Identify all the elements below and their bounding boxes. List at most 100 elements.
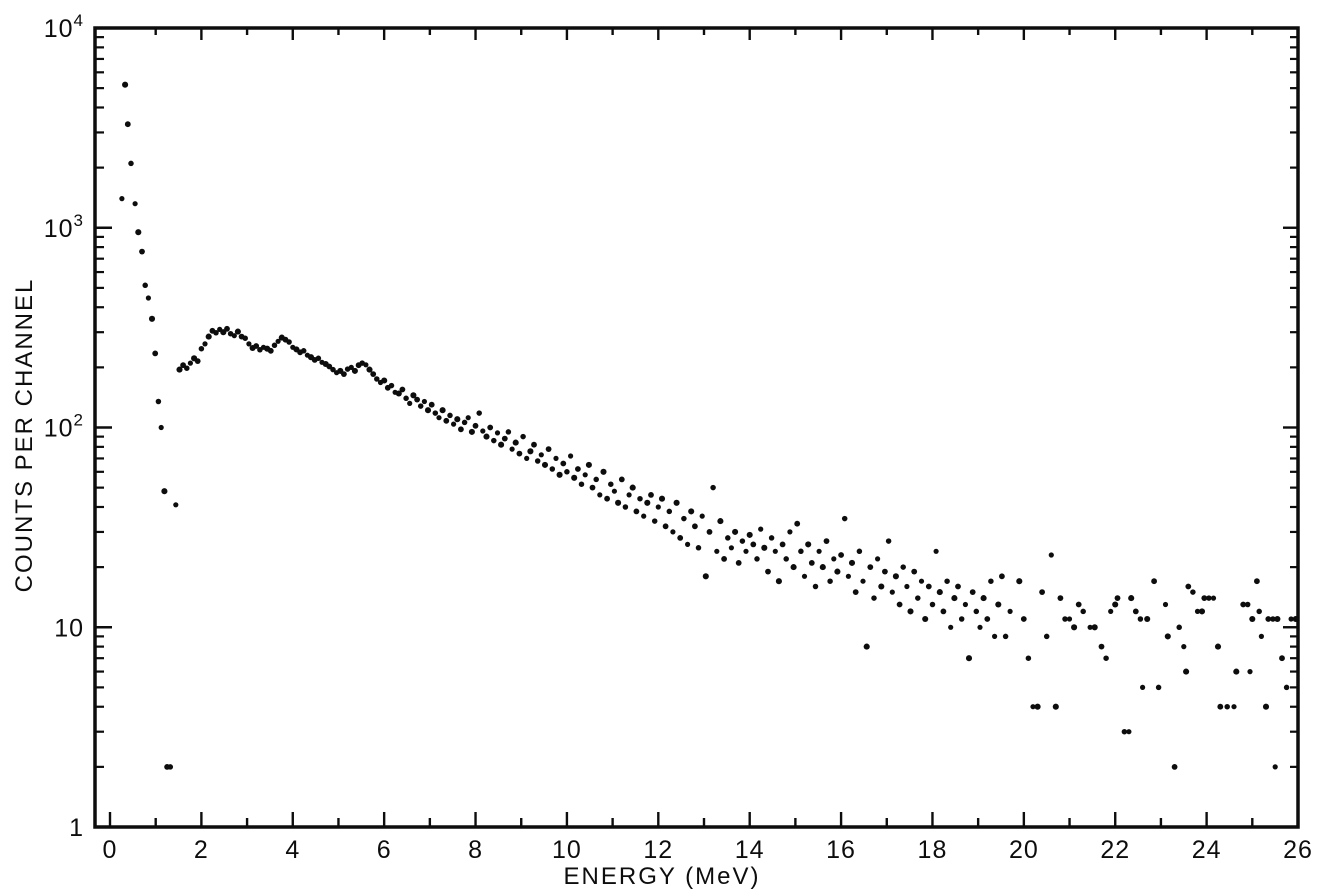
data-point (1214, 643, 1222, 650)
data-point (388, 382, 395, 389)
data-point (198, 345, 205, 352)
data-point (1181, 644, 1187, 650)
data-point (124, 121, 131, 128)
data-point (929, 601, 936, 608)
data-point (231, 333, 237, 339)
data-point (969, 589, 976, 595)
data-point (801, 573, 808, 579)
data-point (1137, 616, 1144, 622)
data-point (995, 601, 1002, 608)
data-point (728, 545, 735, 551)
data-point (702, 573, 709, 580)
data-point (128, 160, 134, 167)
data-point (1016, 578, 1023, 585)
data-point (1103, 655, 1109, 661)
data-point (1198, 608, 1206, 615)
data-point (779, 541, 786, 548)
data-point (977, 624, 983, 630)
data-point (735, 560, 742, 566)
x-axis-title: ENERGY (MeV) (564, 863, 761, 890)
data-point (706, 529, 713, 535)
data-point (1126, 729, 1132, 735)
data-point (641, 513, 647, 519)
data-point (1224, 703, 1230, 710)
data-point (948, 624, 954, 630)
data-point (541, 461, 549, 468)
data-point (838, 552, 844, 558)
data-point (505, 429, 512, 435)
data-point (366, 366, 373, 373)
data-point (1279, 655, 1285, 662)
plot-frame (93, 26, 1300, 829)
data-point (330, 366, 336, 373)
data-point (1025, 655, 1032, 661)
data-point (1112, 601, 1119, 608)
data-point (673, 499, 680, 506)
data-point (882, 568, 888, 575)
x-tick-label: 18 (918, 836, 948, 864)
data-point (1249, 615, 1256, 623)
data-point (794, 520, 801, 527)
data-point (965, 655, 973, 662)
data-point (666, 508, 673, 515)
data-point (451, 421, 457, 427)
y-tick-label: 102 (44, 411, 84, 443)
data-point (395, 390, 402, 397)
data-point (1288, 616, 1294, 622)
data-point (202, 341, 208, 347)
data-point (637, 495, 643, 502)
data-point (399, 386, 406, 393)
y-axis-ticks (95, 26, 112, 829)
data-point (538, 452, 544, 458)
data-point (1206, 595, 1212, 601)
data-point (253, 343, 260, 349)
data-point (491, 437, 497, 444)
data-point (194, 358, 201, 364)
x-tick-label: 24 (1192, 836, 1222, 864)
data-point (483, 433, 490, 440)
data-point (326, 363, 333, 370)
data-point (1233, 668, 1240, 675)
data-point (662, 523, 669, 530)
data-point (831, 556, 837, 562)
data-point (242, 335, 248, 341)
data-point (651, 518, 658, 524)
data-point (1071, 624, 1078, 631)
data-point (626, 492, 632, 498)
data-point (351, 367, 358, 374)
data-point (148, 315, 156, 322)
data-point (414, 396, 420, 403)
data-point (424, 407, 432, 414)
data-point (184, 365, 190, 371)
data-point (992, 633, 998, 640)
data-point (553, 455, 559, 461)
data-point (1185, 583, 1192, 590)
data-point (1002, 633, 1009, 640)
x-tick-label: 26 (1283, 836, 1313, 864)
data-point (1190, 589, 1196, 595)
data-point (925, 583, 932, 590)
data-point (142, 282, 148, 289)
data-point (1247, 669, 1253, 675)
data-point (655, 504, 661, 510)
data-point (918, 578, 925, 584)
data-point (447, 412, 453, 419)
data-point (739, 538, 746, 544)
data-point (224, 325, 230, 332)
data-point (494, 430, 501, 436)
data-point (468, 428, 475, 435)
data-point (980, 595, 987, 602)
data-point (951, 595, 958, 602)
data-point (1171, 764, 1178, 770)
data-point (1030, 704, 1036, 710)
data-point (856, 548, 863, 555)
data-point (681, 515, 687, 522)
data-point (593, 476, 599, 483)
data-point (1244, 601, 1251, 608)
data-point (725, 535, 731, 541)
data-point (845, 573, 852, 579)
data-point (465, 415, 471, 421)
data-point (161, 488, 168, 495)
data-point (754, 556, 760, 562)
